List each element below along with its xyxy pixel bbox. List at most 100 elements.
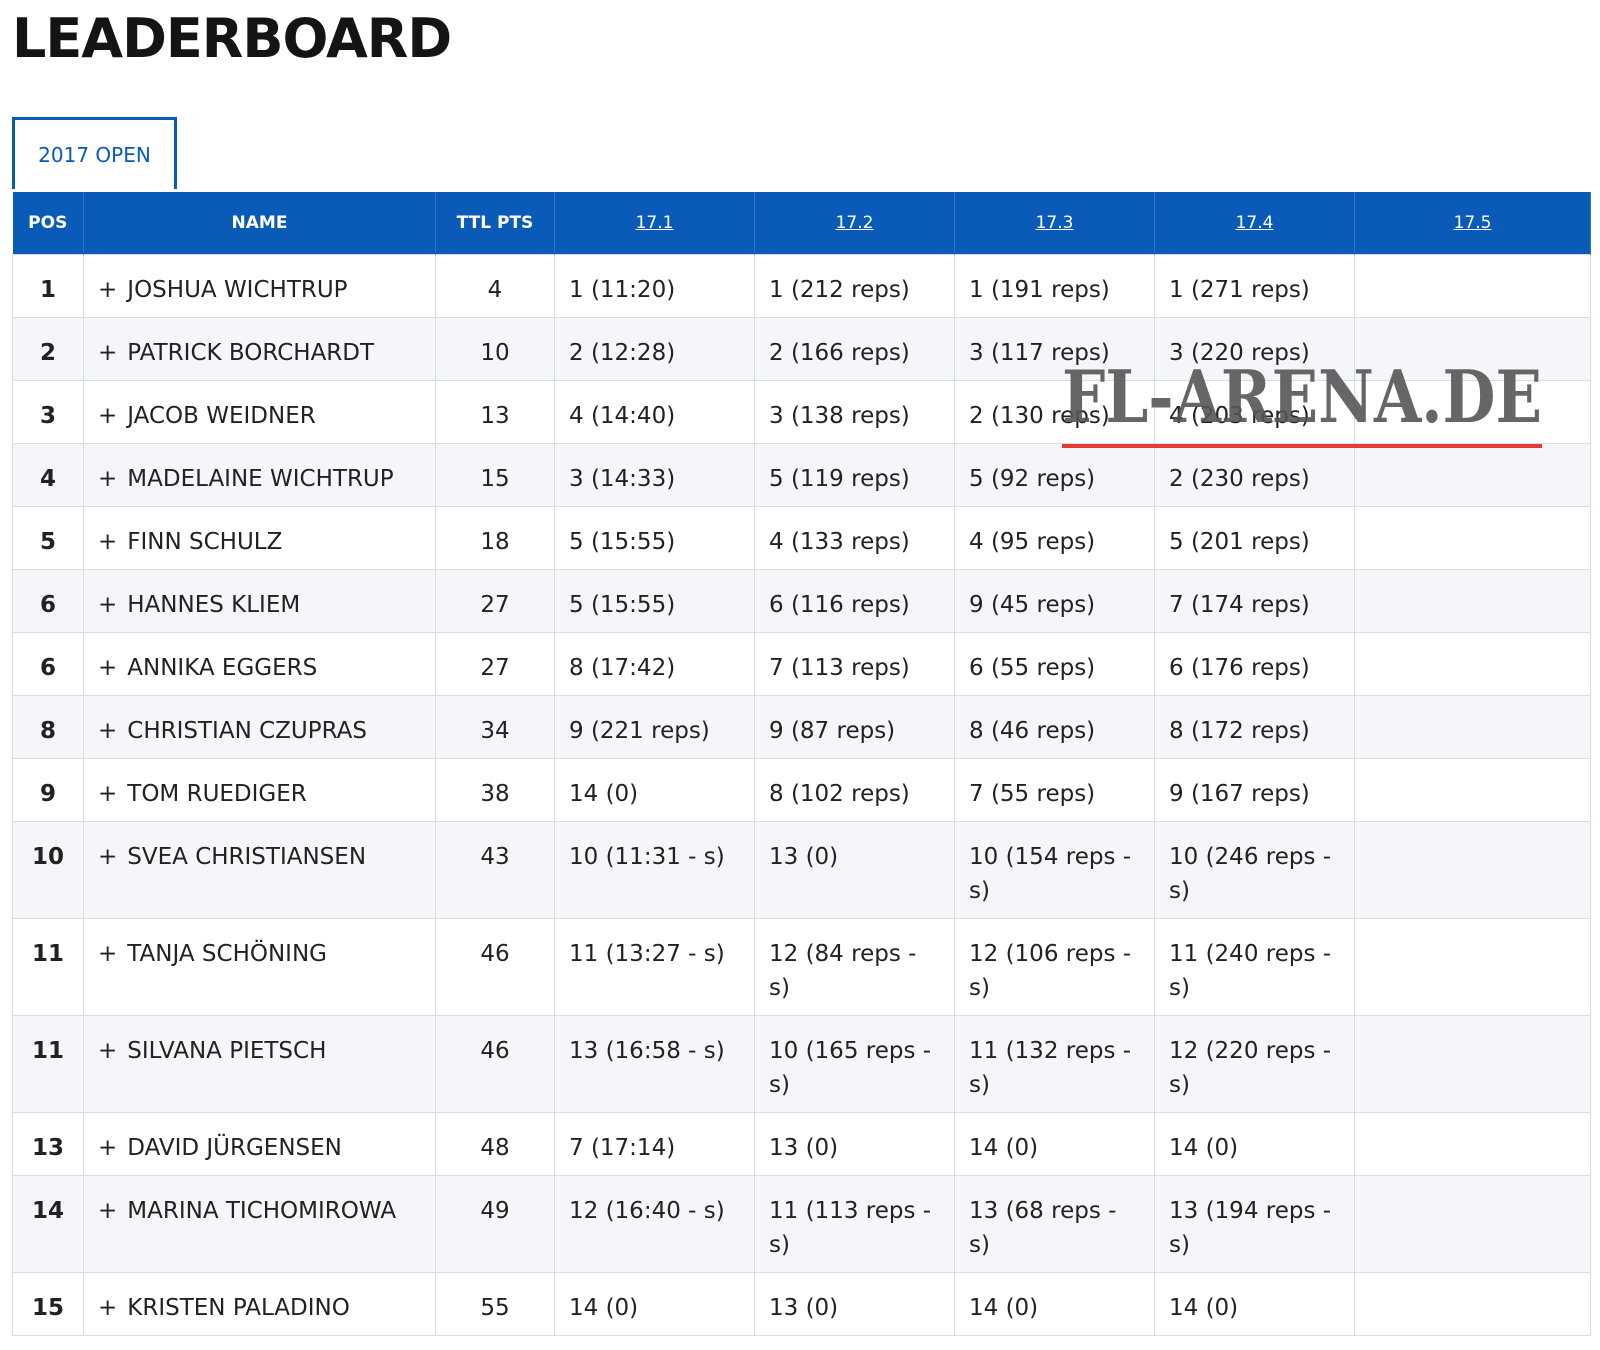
expand-plus-icon[interactable]: + — [98, 1135, 118, 1161]
event-17-1-cell: 7 (17:14) — [554, 1112, 755, 1176]
expand-plus-icon[interactable]: + — [98, 718, 118, 744]
expand-plus-icon[interactable]: + — [98, 340, 118, 366]
tab-2017-open[interactable]: 2017 OPEN — [12, 117, 177, 189]
athlete-name-cell: + MARINA TICHOMIROWA — [83, 1175, 436, 1273]
position-cell: 11 — [12, 918, 84, 1016]
expand-plus-icon[interactable]: + — [98, 941, 118, 967]
table-row: 14 + MARINA TICHOMIROWA 49 12 (16:40 - s) 11 … — [12, 1175, 1591, 1273]
athlete-name[interactable]: SILVANA PIETSCH — [127, 1038, 327, 1064]
expand-plus-icon[interactable]: + — [98, 529, 118, 555]
athlete-name-cell: + KRISTEN PALADINO — [83, 1272, 436, 1336]
athlete-name[interactable]: KRISTEN PALADINO — [127, 1295, 350, 1321]
event-17-3-link[interactable]: 17.3 — [1035, 213, 1074, 233]
event-17-3-cell: 13 (68 reps - s) — [954, 1175, 1155, 1273]
event-17-1-cell: 4 (14:40) — [554, 380, 755, 444]
event-17-5-cell — [1354, 254, 1591, 318]
athlete-name[interactable]: JACOB WEIDNER — [127, 403, 316, 429]
athlete-name-cell: + JOSHUA WICHTRUP — [83, 254, 436, 318]
event-17-3-cell: 12 (106 reps - s) — [954, 918, 1155, 1016]
table-row: 15 + KRISTEN PALADINO 55 14 (0) 13 (0) 14 (0) 1… — [12, 1272, 1591, 1336]
total-points-cell: 48 — [435, 1112, 555, 1176]
event-17-4-cell: 7 (174 reps) — [1154, 569, 1355, 633]
total-points-cell: 38 — [435, 758, 555, 822]
position-cell: 10 — [12, 821, 84, 919]
event-17-1-cell: 11 (13:27 - s) — [554, 918, 755, 1016]
expand-plus-icon[interactable]: + — [98, 655, 118, 681]
athlete-name[interactable]: MADELAINE WICHTRUP — [127, 466, 394, 492]
event-17-3-cell: 9 (45 reps) — [954, 569, 1155, 633]
header-event-17-5: 17.5 — [1354, 192, 1591, 255]
expand-plus-icon[interactable]: + — [98, 466, 118, 492]
event-17-5-cell — [1354, 758, 1591, 822]
event-17-4-cell: 3 (220 reps) — [1154, 317, 1355, 381]
expand-plus-icon[interactable]: + — [98, 277, 118, 303]
event-17-5-cell — [1354, 695, 1591, 759]
event-17-4-cell: 14 (0) — [1154, 1112, 1355, 1176]
event-17-3-cell: 14 (0) — [954, 1112, 1155, 1176]
event-17-2-cell: 2 (166 reps) — [754, 317, 955, 381]
position-cell: 6 — [12, 632, 84, 696]
event-17-2-cell: 5 (119 reps) — [754, 443, 955, 507]
expand-plus-icon[interactable]: + — [98, 1038, 118, 1064]
event-17-4-cell: 14 (0) — [1154, 1272, 1355, 1336]
event-17-2-cell: 4 (133 reps) — [754, 506, 955, 570]
event-17-4-cell: 9 (167 reps) — [1154, 758, 1355, 822]
athlete-name[interactable]: CHRISTIAN CZUPRAS — [127, 718, 367, 744]
total-points-cell: 34 — [435, 695, 555, 759]
event-17-1-link[interactable]: 17.1 — [635, 213, 674, 233]
event-17-4-cell: 5 (201 reps) — [1154, 506, 1355, 570]
event-17-2-cell: 8 (102 reps) — [754, 758, 955, 822]
event-17-5-cell — [1354, 317, 1591, 381]
athlete-name[interactable]: JOSHUA WICHTRUP — [127, 277, 348, 303]
athlete-name-cell: + FINN SCHULZ — [83, 506, 436, 570]
table-row: 11 + SILVANA PIETSCH 46 13 (16:58 - s) 10 (16… — [12, 1015, 1591, 1113]
expand-plus-icon[interactable]: + — [98, 1198, 118, 1224]
athlete-name[interactable]: TANJA SCHÖNING — [127, 941, 327, 967]
athlete-name[interactable]: SVEA CHRISTIANSEN — [127, 844, 367, 870]
event-17-4-cell: 10 (246 reps - s) — [1154, 821, 1355, 919]
athlete-name[interactable]: MARINA TICHOMIROWA — [127, 1198, 397, 1224]
table-row: 3 + JACOB WEIDNER 13 4 (14:40) 3 (138 reps) 2 … — [12, 380, 1591, 444]
event-17-5-link[interactable]: 17.5 — [1453, 213, 1492, 233]
table-row: 10 + SVEA CHRISTIANSEN 43 10 (11:31 - s) 13 (… — [12, 821, 1591, 919]
event-17-1-cell: 8 (17:42) — [554, 632, 755, 696]
position-cell: 6 — [12, 569, 84, 633]
athlete-name-cell: + ANNIKA EGGERS — [83, 632, 436, 696]
event-17-2-cell: 13 (0) — [754, 821, 955, 919]
position-cell: 14 — [12, 1175, 84, 1273]
event-17-1-cell: 5 (15:55) — [554, 506, 755, 570]
leaderboard-table: POS NAME TTL PTS 17.1 17.2 17.3 17.4 17.… — [12, 192, 1591, 1336]
event-17-5-cell — [1354, 443, 1591, 507]
expand-plus-icon[interactable]: + — [98, 1295, 118, 1321]
athlete-name[interactable]: FINN SCHULZ — [127, 529, 283, 555]
event-17-4-link[interactable]: 17.4 — [1235, 213, 1274, 233]
event-17-3-cell: 5 (92 reps) — [954, 443, 1155, 507]
event-17-3-cell: 6 (55 reps) — [954, 632, 1155, 696]
header-event-17-3: 17.3 — [954, 192, 1155, 255]
expand-plus-icon[interactable]: + — [98, 781, 118, 807]
athlete-name[interactable]: ANNIKA EGGERS — [127, 655, 318, 681]
athlete-name[interactable]: TOM RUEDIGER — [127, 781, 307, 807]
expand-plus-icon[interactable]: + — [98, 844, 118, 870]
event-17-5-cell — [1354, 380, 1591, 444]
event-17-5-cell — [1354, 569, 1591, 633]
header-total-points: TTL PTS — [435, 192, 555, 255]
position-cell: 13 — [12, 1112, 84, 1176]
event-17-5-cell — [1354, 918, 1591, 1016]
total-points-cell: 10 — [435, 317, 555, 381]
event-17-4-cell: 11 (240 reps - s) — [1154, 918, 1355, 1016]
total-points-cell: 46 — [435, 918, 555, 1016]
position-cell: 1 — [12, 254, 84, 318]
athlete-name[interactable]: PATRICK BORCHARDT — [127, 340, 375, 366]
athlete-name[interactable]: HANNES KLIEM — [127, 592, 301, 618]
position-cell: 3 — [12, 380, 84, 444]
total-points-cell: 27 — [435, 632, 555, 696]
event-17-2-cell: 6 (116 reps) — [754, 569, 955, 633]
event-17-1-cell: 9 (221 reps) — [554, 695, 755, 759]
expand-plus-icon[interactable]: + — [98, 592, 118, 618]
event-17-5-cell — [1354, 506, 1591, 570]
athlete-name[interactable]: DAVID JÜRGENSEN — [127, 1135, 342, 1161]
event-17-2-link[interactable]: 17.2 — [835, 213, 874, 233]
expand-plus-icon[interactable]: + — [98, 403, 118, 429]
table-row: 11 + TANJA SCHÖNING 46 11 (13:27 - s) 12 (84 … — [12, 918, 1591, 1016]
